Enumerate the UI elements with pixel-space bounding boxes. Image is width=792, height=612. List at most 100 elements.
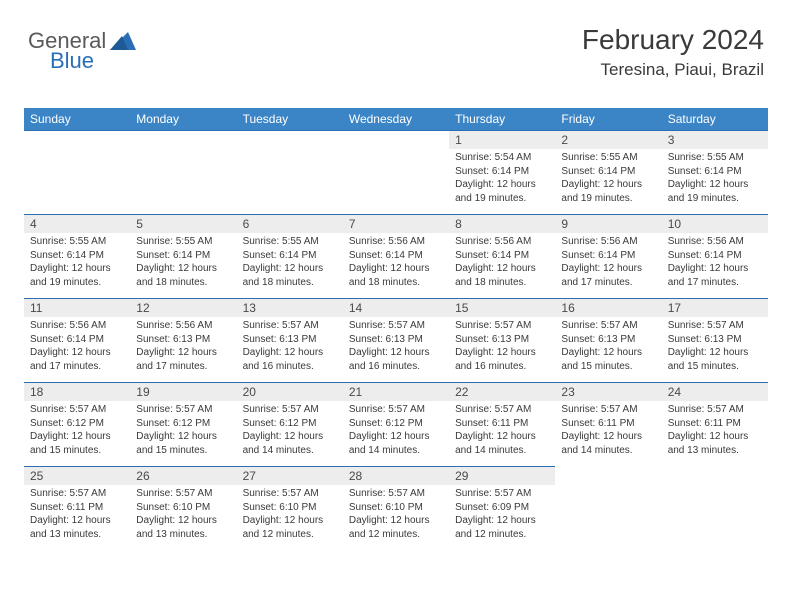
calendar-cell: 19Sunrise: 5:57 AMSunset: 6:12 PMDayligh… bbox=[130, 383, 236, 467]
day-sr: Sunrise: 5:56 AM bbox=[136, 319, 230, 333]
calendar-cell: 10Sunrise: 5:56 AMSunset: 6:14 PMDayligh… bbox=[662, 215, 768, 299]
day-d1: Daylight: 12 hours bbox=[349, 514, 443, 528]
day-d1: Daylight: 12 hours bbox=[243, 346, 337, 360]
day-number: 24 bbox=[662, 383, 768, 401]
day-ss: Sunset: 6:14 PM bbox=[243, 249, 337, 263]
day-details: Sunrise: 5:57 AMSunset: 6:12 PMDaylight:… bbox=[237, 401, 343, 461]
day-d1: Daylight: 12 hours bbox=[561, 178, 655, 192]
day-d2: and 14 minutes. bbox=[561, 444, 655, 458]
day-details: Sunrise: 5:55 AMSunset: 6:14 PMDaylight:… bbox=[130, 233, 236, 293]
calendar-cell bbox=[237, 131, 343, 215]
day-details: Sunrise: 5:57 AMSunset: 6:12 PMDaylight:… bbox=[24, 401, 130, 461]
day-number: 18 bbox=[24, 383, 130, 401]
day-header: Tuesday bbox=[237, 108, 343, 131]
day-sr: Sunrise: 5:57 AM bbox=[561, 319, 655, 333]
day-sr: Sunrise: 5:56 AM bbox=[668, 235, 762, 249]
day-details: Sunrise: 5:57 AMSunset: 6:13 PMDaylight:… bbox=[662, 317, 768, 377]
day-sr: Sunrise: 5:57 AM bbox=[455, 403, 549, 417]
day-d2: and 16 minutes. bbox=[243, 360, 337, 374]
calendar-cell: 7Sunrise: 5:56 AMSunset: 6:14 PMDaylight… bbox=[343, 215, 449, 299]
day-number: 21 bbox=[343, 383, 449, 401]
day-details: Sunrise: 5:57 AMSunset: 6:11 PMDaylight:… bbox=[555, 401, 661, 461]
day-details: Sunrise: 5:57 AMSunset: 6:12 PMDaylight:… bbox=[343, 401, 449, 461]
calendar-cell: 5Sunrise: 5:55 AMSunset: 6:14 PMDaylight… bbox=[130, 215, 236, 299]
calendar-cell: 3Sunrise: 5:55 AMSunset: 6:14 PMDaylight… bbox=[662, 131, 768, 215]
day-details: Sunrise: 5:57 AMSunset: 6:10 PMDaylight:… bbox=[237, 485, 343, 545]
day-sr: Sunrise: 5:57 AM bbox=[668, 403, 762, 417]
day-sr: Sunrise: 5:57 AM bbox=[136, 403, 230, 417]
day-sr: Sunrise: 5:57 AM bbox=[668, 319, 762, 333]
day-number: 14 bbox=[343, 299, 449, 317]
day-d1: Daylight: 12 hours bbox=[561, 346, 655, 360]
calendar-cell bbox=[130, 131, 236, 215]
day-details: Sunrise: 5:55 AMSunset: 6:14 PMDaylight:… bbox=[555, 149, 661, 209]
day-d1: Daylight: 12 hours bbox=[243, 514, 337, 528]
day-sr: Sunrise: 5:56 AM bbox=[561, 235, 655, 249]
day-number: 20 bbox=[237, 383, 343, 401]
day-details: Sunrise: 5:57 AMSunset: 6:13 PMDaylight:… bbox=[449, 317, 555, 377]
day-details: Sunrise: 5:57 AMSunset: 6:11 PMDaylight:… bbox=[24, 485, 130, 545]
location-subtitle: Teresina, Piaui, Brazil bbox=[582, 60, 764, 80]
day-number: 19 bbox=[130, 383, 236, 401]
day-ss: Sunset: 6:10 PM bbox=[243, 501, 337, 515]
day-details: Sunrise: 5:57 AMSunset: 6:12 PMDaylight:… bbox=[130, 401, 236, 461]
day-d2: and 17 minutes. bbox=[30, 360, 124, 374]
day-sr: Sunrise: 5:57 AM bbox=[243, 319, 337, 333]
day-ss: Sunset: 6:13 PM bbox=[561, 333, 655, 347]
day-ss: Sunset: 6:12 PM bbox=[243, 417, 337, 431]
day-sr: Sunrise: 5:57 AM bbox=[30, 403, 124, 417]
day-ss: Sunset: 6:14 PM bbox=[136, 249, 230, 263]
day-details: Sunrise: 5:54 AMSunset: 6:14 PMDaylight:… bbox=[449, 149, 555, 209]
calendar-cell: 9Sunrise: 5:56 AMSunset: 6:14 PMDaylight… bbox=[555, 215, 661, 299]
day-number: 12 bbox=[130, 299, 236, 317]
day-number: 1 bbox=[449, 131, 555, 149]
calendar-cell: 27Sunrise: 5:57 AMSunset: 6:10 PMDayligh… bbox=[237, 467, 343, 551]
day-d1: Daylight: 12 hours bbox=[30, 262, 124, 276]
day-sr: Sunrise: 5:55 AM bbox=[561, 151, 655, 165]
day-d2: and 19 minutes. bbox=[561, 192, 655, 206]
day-sr: Sunrise: 5:55 AM bbox=[30, 235, 124, 249]
calendar-cell bbox=[662, 467, 768, 551]
day-d1: Daylight: 12 hours bbox=[668, 346, 762, 360]
day-ss: Sunset: 6:12 PM bbox=[349, 417, 443, 431]
day-details: Sunrise: 5:57 AMSunset: 6:11 PMDaylight:… bbox=[662, 401, 768, 461]
day-d1: Daylight: 12 hours bbox=[455, 262, 549, 276]
day-details: Sunrise: 5:57 AMSunset: 6:10 PMDaylight:… bbox=[343, 485, 449, 545]
page-header: February 2024 Teresina, Piaui, Brazil bbox=[582, 24, 764, 80]
logo-sub: Blue bbox=[50, 48, 94, 74]
day-sr: Sunrise: 5:57 AM bbox=[349, 403, 443, 417]
logo-triangle-icon bbox=[110, 32, 136, 50]
day-number: 4 bbox=[24, 215, 130, 233]
day-d1: Daylight: 12 hours bbox=[668, 262, 762, 276]
day-d1: Daylight: 12 hours bbox=[136, 430, 230, 444]
day-d2: and 15 minutes. bbox=[30, 444, 124, 458]
day-details: Sunrise: 5:57 AMSunset: 6:10 PMDaylight:… bbox=[130, 485, 236, 545]
day-d2: and 18 minutes. bbox=[136, 276, 230, 290]
day-d2: and 16 minutes. bbox=[349, 360, 443, 374]
day-details: Sunrise: 5:57 AMSunset: 6:09 PMDaylight:… bbox=[449, 485, 555, 545]
day-d1: Daylight: 12 hours bbox=[668, 178, 762, 192]
day-ss: Sunset: 6:11 PM bbox=[455, 417, 549, 431]
calendar-cell: 28Sunrise: 5:57 AMSunset: 6:10 PMDayligh… bbox=[343, 467, 449, 551]
day-sr: Sunrise: 5:55 AM bbox=[136, 235, 230, 249]
day-header-row: Sunday Monday Tuesday Wednesday Thursday… bbox=[24, 108, 768, 131]
day-d1: Daylight: 12 hours bbox=[136, 346, 230, 360]
calendar-cell: 13Sunrise: 5:57 AMSunset: 6:13 PMDayligh… bbox=[237, 299, 343, 383]
day-ss: Sunset: 6:11 PM bbox=[561, 417, 655, 431]
calendar-table: Sunday Monday Tuesday Wednesday Thursday… bbox=[24, 108, 768, 551]
day-d2: and 18 minutes. bbox=[349, 276, 443, 290]
calendar-cell bbox=[343, 131, 449, 215]
day-ss: Sunset: 6:14 PM bbox=[561, 165, 655, 179]
day-details: Sunrise: 5:57 AMSunset: 6:11 PMDaylight:… bbox=[449, 401, 555, 461]
day-d2: and 15 minutes. bbox=[561, 360, 655, 374]
day-d2: and 19 minutes. bbox=[30, 276, 124, 290]
calendar-cell: 25Sunrise: 5:57 AMSunset: 6:11 PMDayligh… bbox=[24, 467, 130, 551]
day-sr: Sunrise: 5:57 AM bbox=[349, 487, 443, 501]
empty-day-strip bbox=[237, 131, 343, 149]
calendar-cell: 26Sunrise: 5:57 AMSunset: 6:10 PMDayligh… bbox=[130, 467, 236, 551]
day-number: 10 bbox=[662, 215, 768, 233]
calendar-cell: 11Sunrise: 5:56 AMSunset: 6:14 PMDayligh… bbox=[24, 299, 130, 383]
day-number: 15 bbox=[449, 299, 555, 317]
day-d1: Daylight: 12 hours bbox=[455, 430, 549, 444]
day-header: Sunday bbox=[24, 108, 130, 131]
